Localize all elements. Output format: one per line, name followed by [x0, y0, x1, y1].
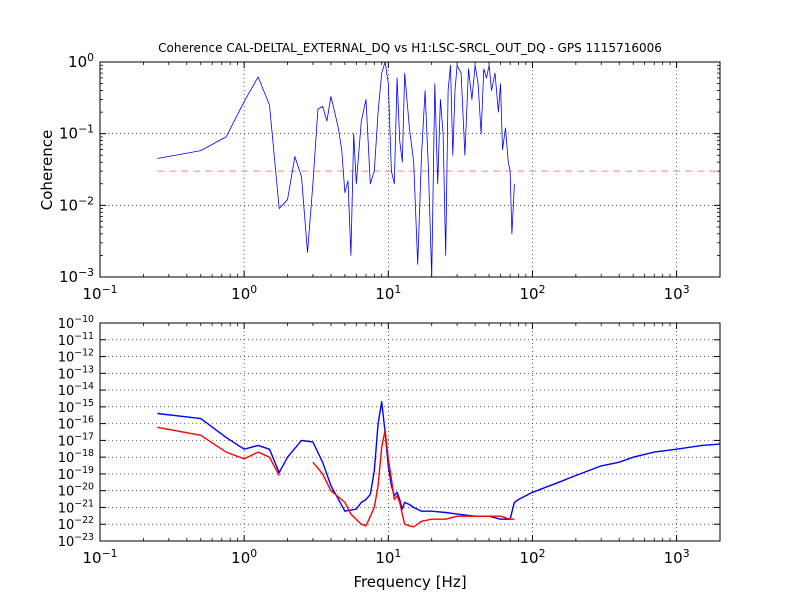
y-tick-label: 10−15: [58, 398, 94, 416]
y-tick-label: 10−13: [58, 364, 94, 382]
x-tick-label: 103: [664, 547, 690, 567]
spectrum-frame: [99, 322, 721, 542]
y-tick-label: 10−21: [58, 498, 94, 516]
y-tick-label: 10−18: [58, 448, 94, 466]
figure-title: Coherence CAL-DELTAL_EXTERNAL_DQ vs H1:L…: [158, 41, 662, 55]
coherence-axes: 10−1 100 101 102 103 10−3 10−2 10−1 100 Coherenc…: [38, 51, 721, 303]
series-line-0: [157, 401, 720, 520]
y-tick-label: 10−2: [59, 194, 94, 214]
spectrum-grid: [100, 323, 720, 541]
y-tick-label: 10−16: [58, 415, 94, 433]
x-tick-label: 10−1: [82, 283, 117, 303]
x-tick-label: 103: [664, 283, 690, 303]
series-line-0: [157, 62, 515, 277]
x-tick-label: 102: [519, 283, 545, 303]
y-tick-label: 10−20: [58, 482, 94, 500]
y-tick-label: 10−22: [58, 515, 94, 533]
coherence-grid: [100, 62, 720, 277]
y-tick-label: 10−1: [59, 123, 94, 143]
coherence-plot-area: [157, 62, 720, 277]
x-tick-label: 102: [519, 547, 545, 567]
spectrum-x-axis-label: Frequency [Hz]: [353, 573, 466, 591]
x-tick-label: 101: [375, 547, 401, 567]
x-tick-label: 100: [231, 547, 257, 567]
coherence-y-axis-label: Coherence: [38, 130, 56, 210]
y-tick-label: 10−11: [58, 331, 94, 349]
y-tick-label: 10−14: [58, 381, 94, 399]
spectrum-axes: 10−1 100 101 102 10310−2310−2210−2110−2010−1…: [58, 314, 721, 591]
x-tick-label: 100: [231, 283, 257, 303]
spectrum-ticks: 10−1 100 101 102 10310−2310−2210−2110−2010−1…: [58, 314, 720, 567]
coherence-ticks: 10−1 100 101 102 103 10−3 10−2 10−1 100: [59, 51, 720, 303]
y-tick-label: 10−19: [58, 465, 94, 483]
y-tick-label: 10−23: [58, 532, 94, 550]
y-tick-label: 100: [68, 51, 94, 71]
x-tick-label: 10−1: [82, 547, 117, 567]
x-tick-label: 101: [375, 283, 401, 303]
y-tick-label: 10−3: [59, 266, 94, 286]
spectrum-plot-area: [157, 401, 720, 528]
y-tick-label: 10−17: [58, 431, 94, 449]
y-tick-label: 10−12: [58, 348, 94, 366]
series-line-1: [157, 426, 515, 528]
coherence-frame: [99, 61, 721, 278]
y-tick-label: 10−10: [58, 314, 94, 332]
